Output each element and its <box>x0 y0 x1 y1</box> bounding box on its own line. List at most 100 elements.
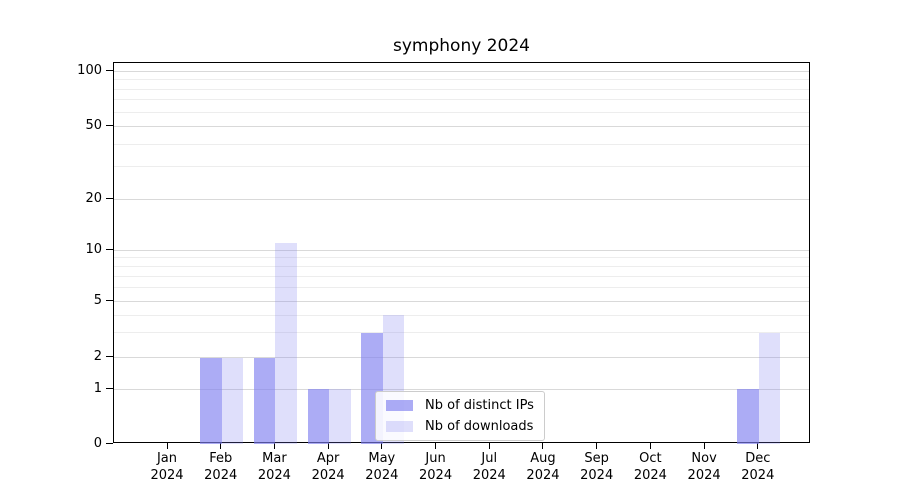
legend-label-downloads: Nb of downloads <box>425 419 534 434</box>
gridline-major <box>114 357 809 358</box>
x-tick-label-may: May 2024 <box>352 450 412 484</box>
legend-row-distinct-ips: Nb of distinct IPs <box>386 398 534 413</box>
x-tick-mark-feb <box>220 443 222 449</box>
y-tick-mark-10 <box>106 248 113 250</box>
gridline-minor <box>114 314 809 316</box>
legend-row-downloads: Nb of downloads <box>386 419 534 434</box>
month-label: Mar <box>262 451 287 466</box>
legend-label-distinct-ips: Nb of distinct IPs <box>425 398 534 413</box>
month-label: Dec <box>745 451 771 466</box>
x-tick-mark-nov <box>703 443 705 449</box>
x-tick-mark-oct <box>649 443 651 449</box>
chart-title: symphony 2024 <box>393 36 530 56</box>
bar-downloads-dec <box>758 332 781 444</box>
gridline-minor <box>114 88 809 90</box>
x-tick-label-mar: Mar 2024 <box>244 450 304 484</box>
y-tick-mark-5 <box>106 300 113 301</box>
gridline-minor <box>114 79 809 81</box>
year-label: 2024 <box>741 468 775 483</box>
year-label: 2024 <box>633 468 667 483</box>
x-tick-label-dec: Dec 2024 <box>728 450 788 484</box>
year-label: 2024 <box>150 468 184 483</box>
x-tick-mark-jun <box>435 443 437 449</box>
year-label: 2024 <box>687 468 721 483</box>
gridline-minor <box>114 257 809 259</box>
y-tick-label-2: 2 <box>93 349 102 364</box>
x-tick-label-feb: Feb 2024 <box>191 450 251 484</box>
gridline-minor <box>114 99 809 101</box>
x-tick-label-sep: Sep 2024 <box>567 450 627 484</box>
bar-distinct-ips-feb <box>200 357 222 444</box>
year-label: 2024 <box>472 468 506 483</box>
gridline-major <box>114 126 809 127</box>
legend-swatch-distinct-ips <box>386 400 413 411</box>
month-label: Nov <box>691 451 717 466</box>
gridline-minor <box>114 111 809 113</box>
bar-distinct-ips-mar <box>253 357 276 444</box>
plot-area <box>113 62 810 444</box>
year-label: 2024 <box>311 468 345 483</box>
year-label: 2024 <box>204 468 238 483</box>
y-tick-label-1: 1 <box>93 380 102 396</box>
x-tick-mark-aug <box>542 443 544 449</box>
gridline-minor <box>114 266 809 268</box>
gridline-major <box>114 198 809 200</box>
y-tick-mark-1 <box>106 387 113 389</box>
year-label: 2024 <box>419 468 453 483</box>
y-tick-label-0: 0 <box>93 435 102 451</box>
bar-distinct-ips-dec <box>737 389 759 444</box>
year-label: 2024 <box>580 468 614 483</box>
bar-downloads-apr <box>329 389 351 444</box>
x-tick-label-jul: Jul 2024 <box>459 450 519 484</box>
gridline-major <box>114 388 809 390</box>
y-tick-label-50: 50 <box>85 118 102 133</box>
gridline-major <box>114 249 809 251</box>
x-tick-mark-may <box>381 443 383 449</box>
y-tick-mark-20 <box>106 197 113 199</box>
y-tick-label-10: 10 <box>85 241 102 257</box>
month-label: Aug <box>530 451 556 466</box>
month-label: Sep <box>584 451 609 466</box>
year-label: 2024 <box>526 468 560 483</box>
gridline-minor <box>114 332 809 334</box>
y-tick-label-5: 5 <box>93 293 102 308</box>
y-tick-mark-0 <box>106 442 113 444</box>
bar-downloads-mar <box>275 242 297 444</box>
month-label: Jun <box>425 451 446 466</box>
y-tick-label-20: 20 <box>85 190 102 206</box>
x-tick-label-apr: Apr 2024 <box>298 450 358 484</box>
gridline-minor <box>114 143 809 145</box>
year-label: 2024 <box>365 468 399 483</box>
x-tick-mark-apr <box>327 443 329 449</box>
y-tick-mark-2 <box>106 356 113 357</box>
y-tick-label-100: 100 <box>77 63 102 78</box>
month-label: Jul <box>481 451 498 466</box>
year-label: 2024 <box>257 468 291 483</box>
x-tick-mark-mar <box>273 443 275 449</box>
x-tick-mark-jan <box>166 443 168 449</box>
legend: Nb of distinct IPs Nb of downloads <box>375 391 545 441</box>
month-label: Apr <box>316 451 340 466</box>
x-tick-label-jun: Jun 2024 <box>406 450 466 484</box>
x-tick-mark-sep <box>596 443 598 449</box>
gridline-major <box>114 71 809 72</box>
gridline-major <box>114 301 809 302</box>
x-tick-mark-dec <box>757 443 759 449</box>
y-tick-mark-100 <box>106 70 113 71</box>
bar-downloads-feb <box>221 357 244 444</box>
x-tick-label-oct: Oct 2024 <box>620 450 680 484</box>
gridline-minor <box>114 166 809 168</box>
month-label: May <box>368 451 396 466</box>
x-tick-mark-jul <box>488 443 490 449</box>
x-tick-label-aug: Aug 2024 <box>513 450 573 484</box>
bar-distinct-ips-apr <box>307 389 330 444</box>
month-label: Feb <box>209 451 233 466</box>
month-label: Jan <box>156 451 178 466</box>
x-tick-label-jan: Jan 2024 <box>137 450 197 484</box>
x-tick-label-nov: Nov 2024 <box>674 450 734 484</box>
y-tick-mark-50 <box>106 125 113 126</box>
month-label: Oct <box>639 451 662 466</box>
legend-swatch-downloads <box>386 421 413 432</box>
gridline-minor <box>114 287 809 289</box>
